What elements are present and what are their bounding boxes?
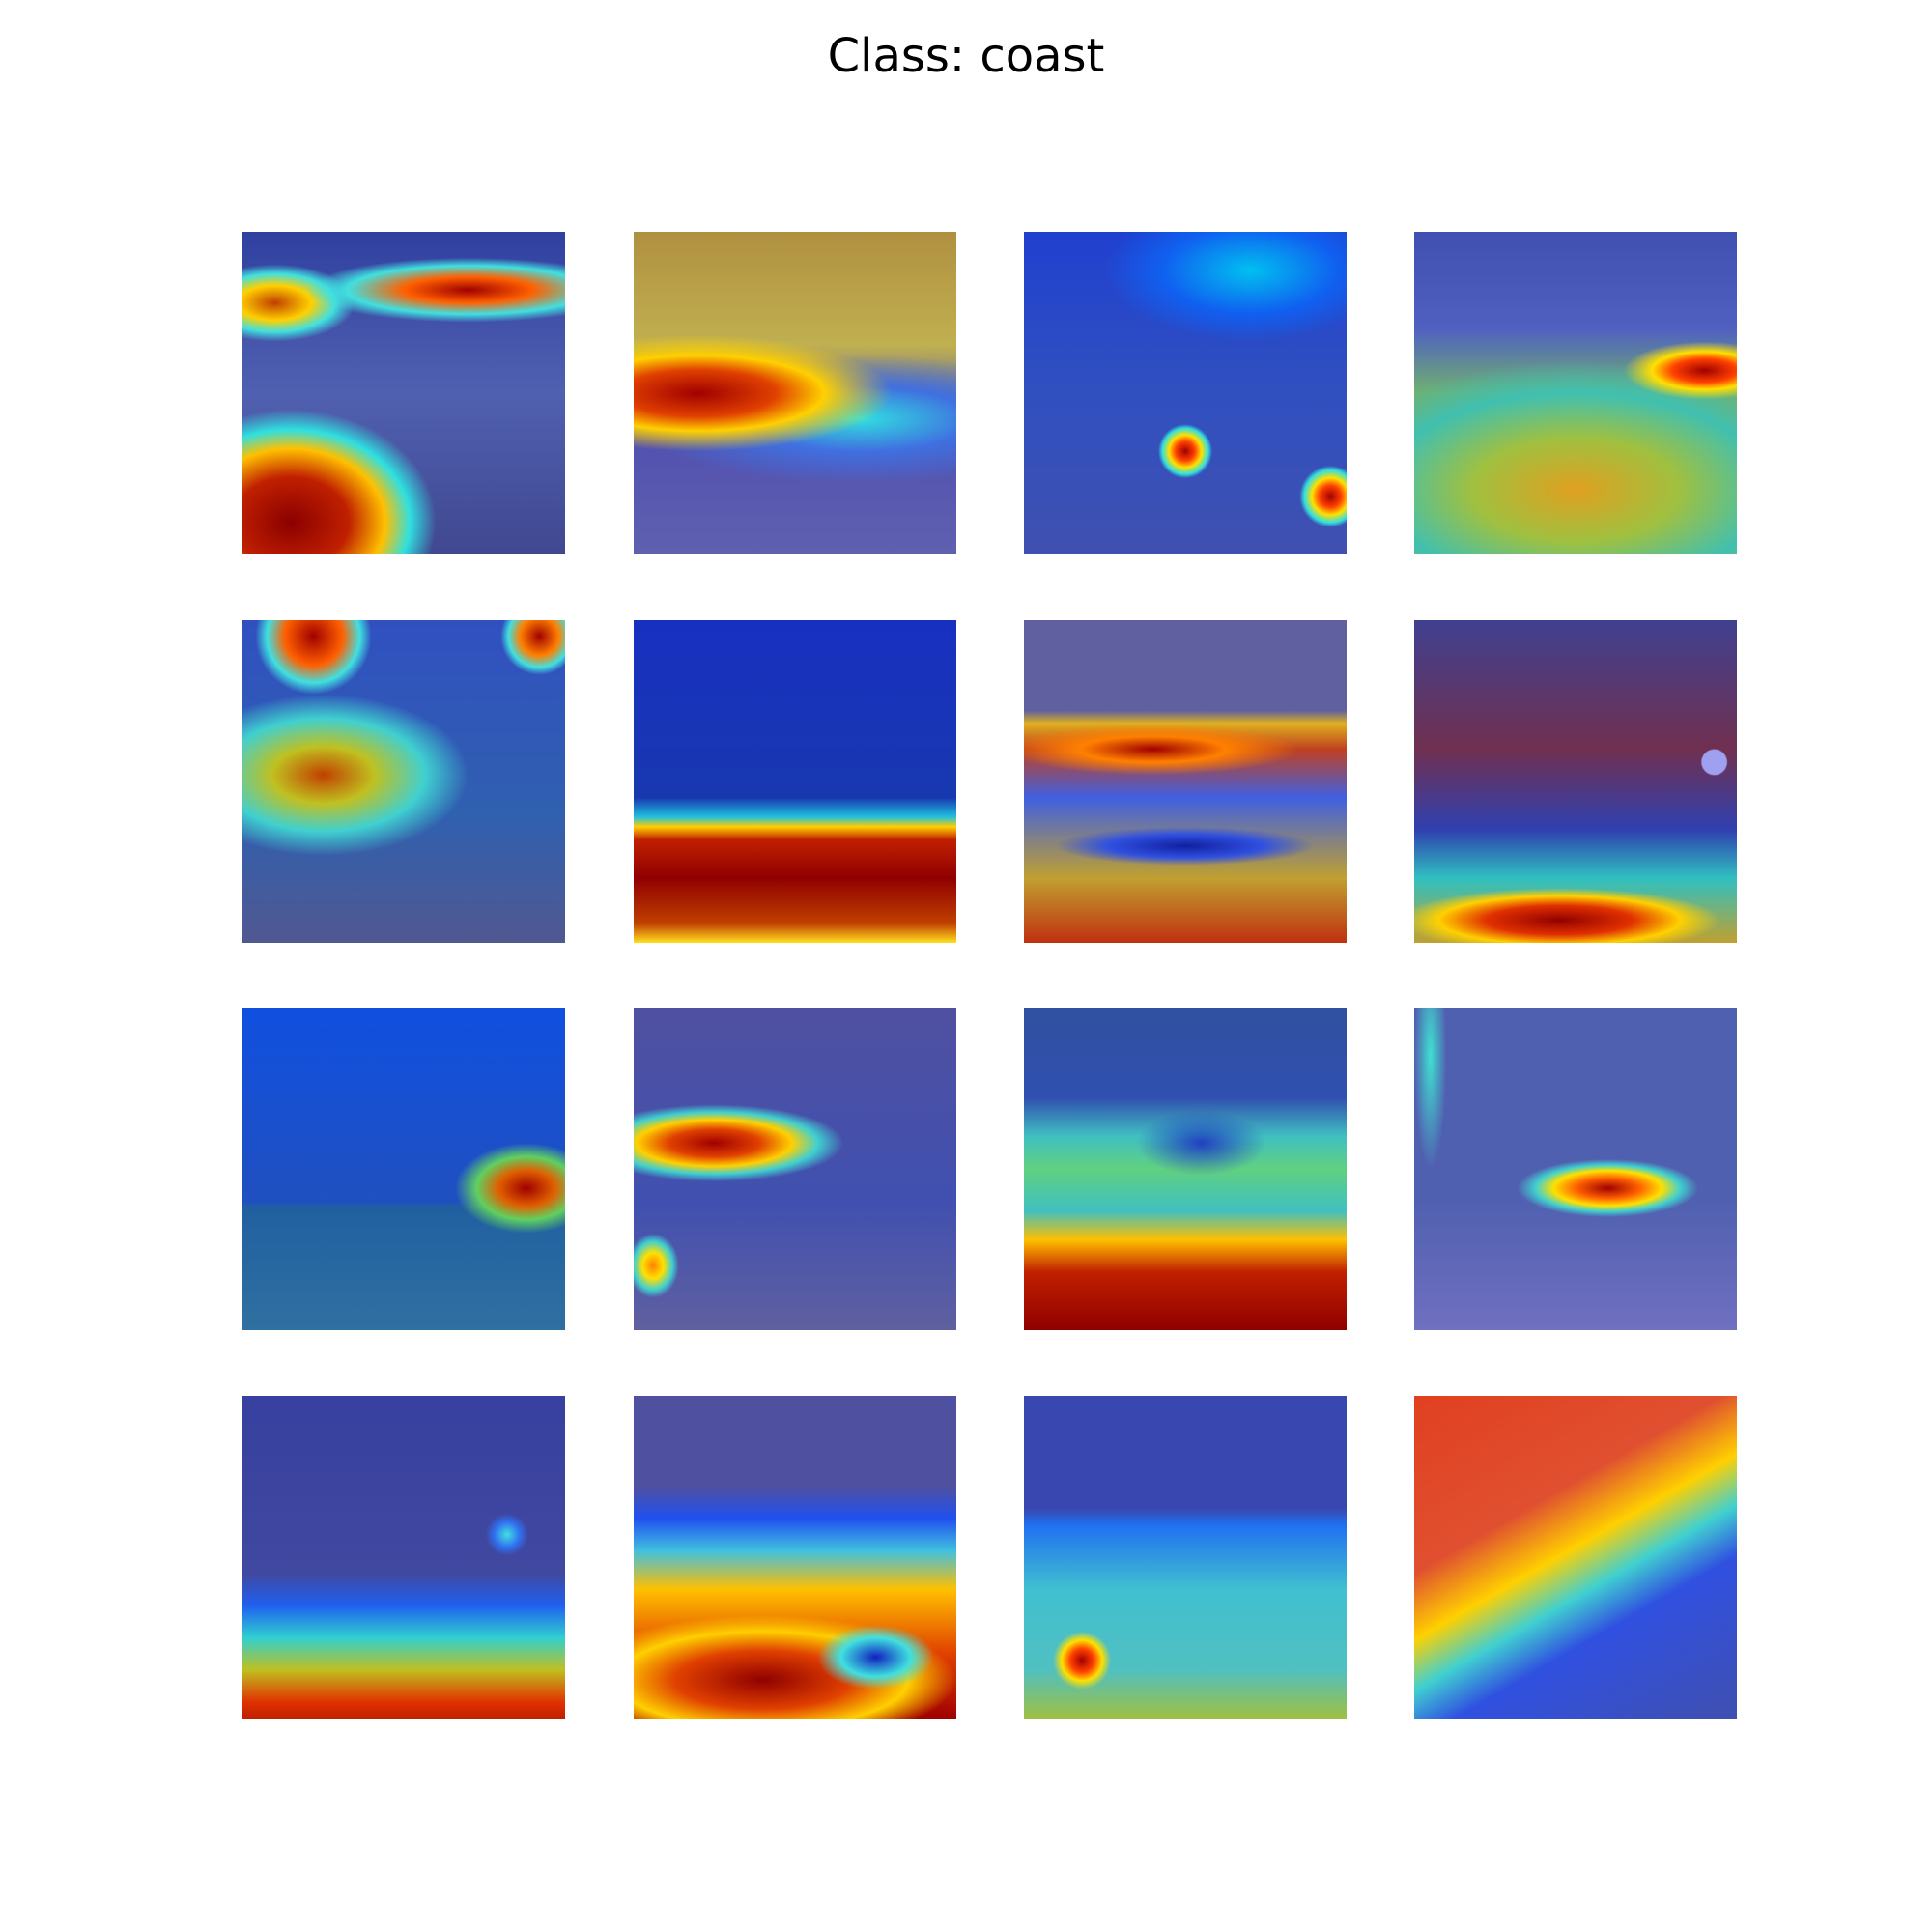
heatmap-image: [1414, 1008, 1737, 1330]
heatmap-image: [1414, 620, 1737, 943]
heatmap-image: [634, 1008, 956, 1330]
heatmap-image: [1024, 620, 1347, 943]
heatmap-image: [1414, 232, 1737, 554]
figure-title: Class: coast: [827, 29, 1105, 83]
heatmap-image: [1414, 1396, 1737, 1719]
heatmap-image: [1024, 1396, 1347, 1719]
heatmap-image: [634, 620, 956, 943]
heatmap-image: [1024, 232, 1347, 554]
heatmap-image: [634, 232, 956, 554]
heatmap-image: [242, 1396, 565, 1719]
heatmap-image: [242, 620, 565, 943]
heatmap-image: [1024, 1008, 1347, 1330]
heatmap-image: [242, 1008, 565, 1330]
heatmap-image: [242, 232, 565, 554]
heatmap-image: [634, 1396, 956, 1719]
